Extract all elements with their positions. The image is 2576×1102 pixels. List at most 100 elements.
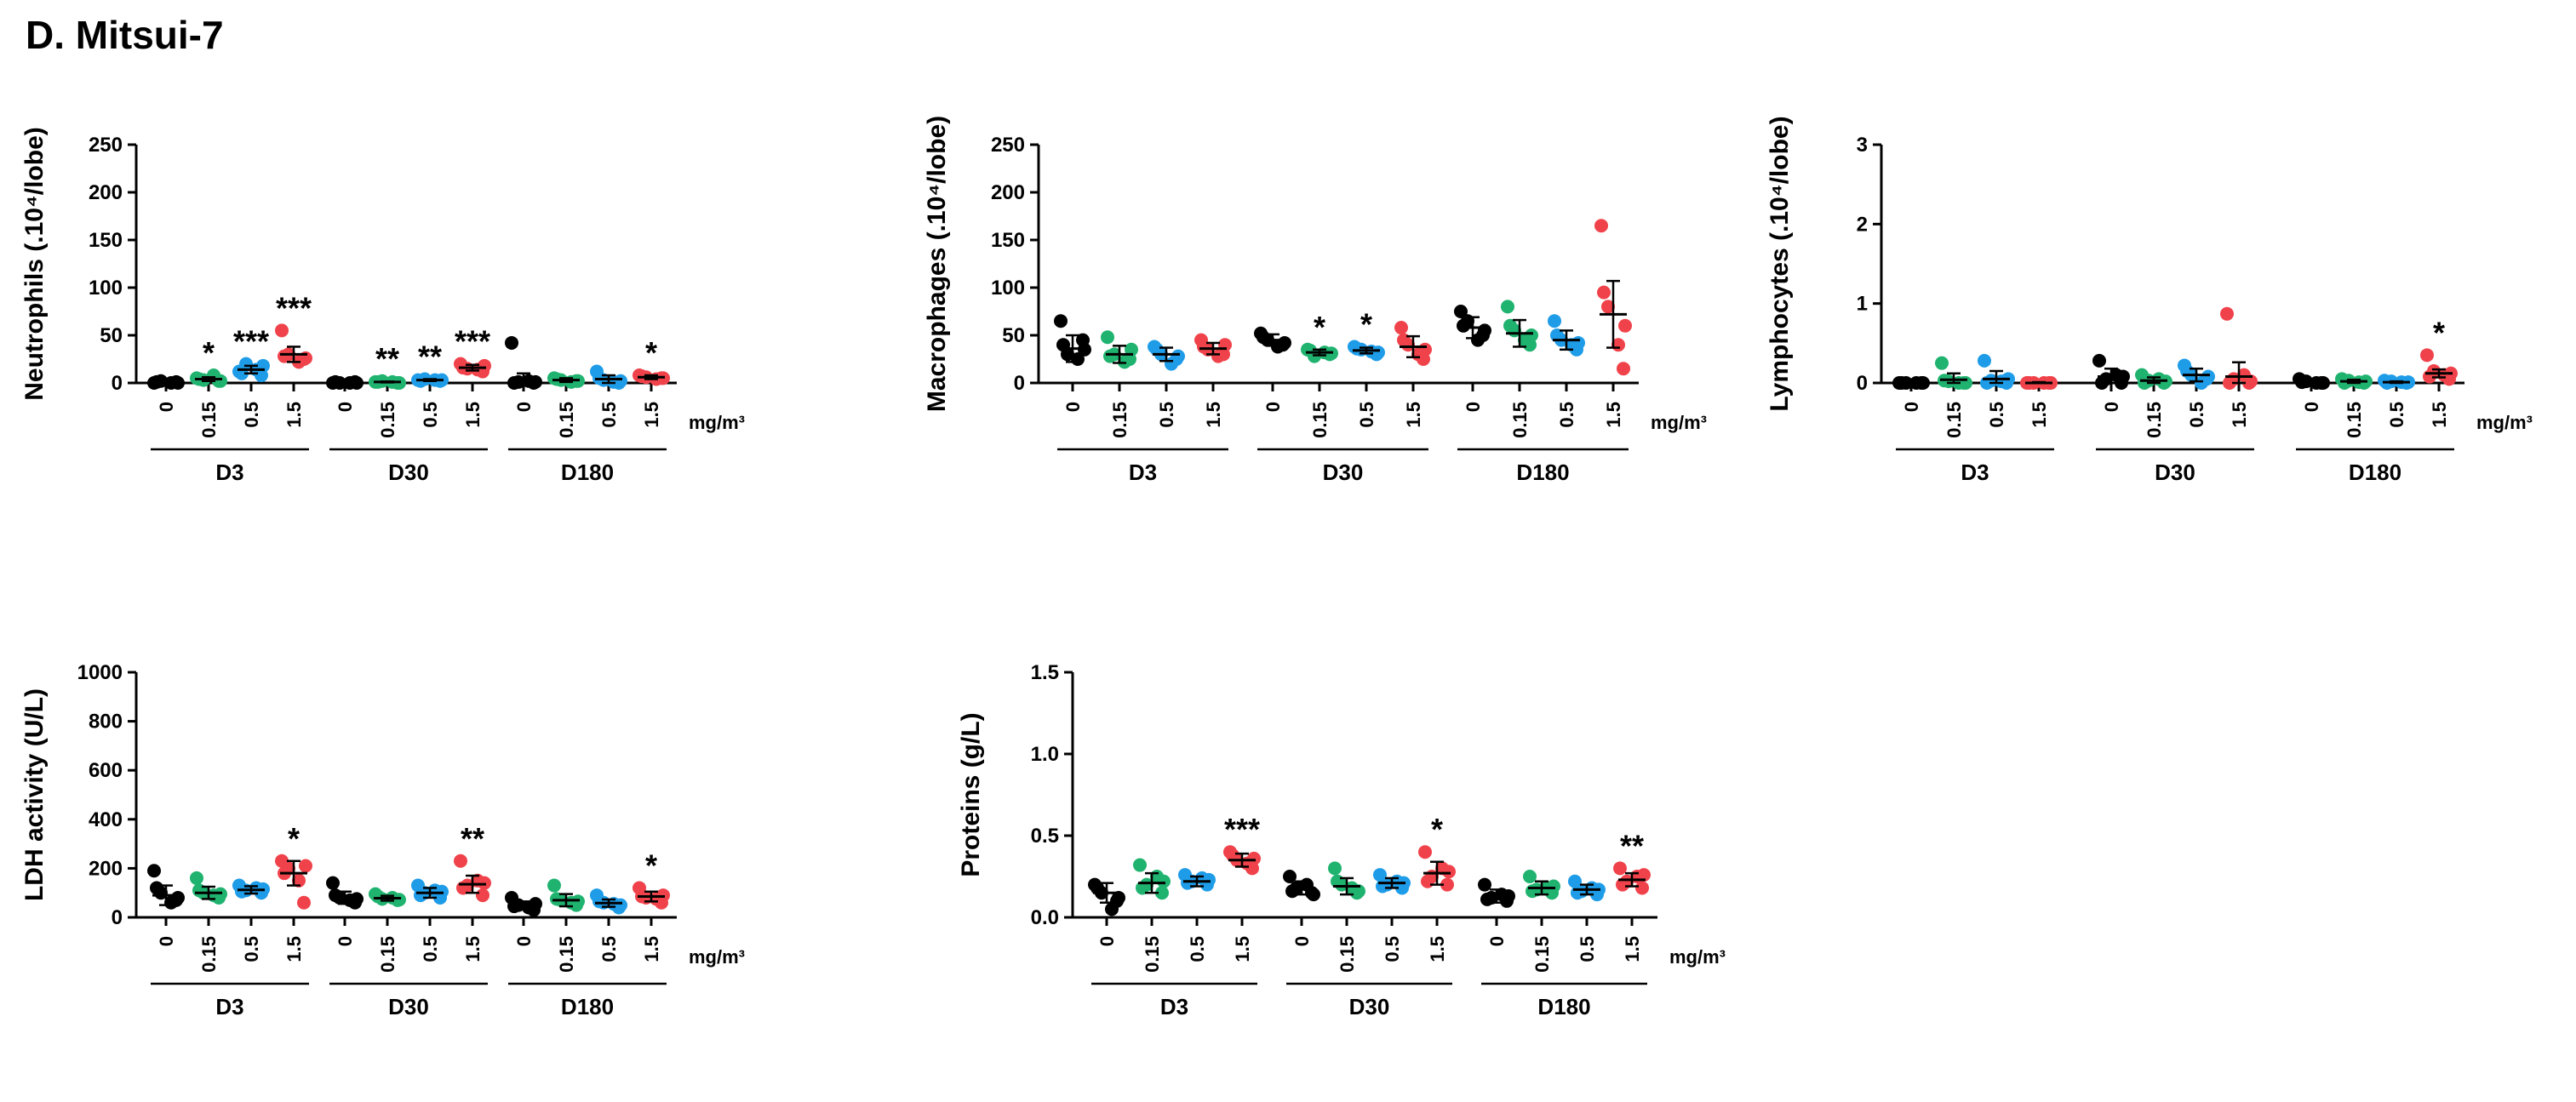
dose-label: 0.5 (2186, 402, 2207, 428)
group-label: D30 (388, 994, 429, 1019)
data-point (1637, 868, 1651, 882)
data-point (1155, 886, 1169, 900)
data-point (1303, 343, 1317, 357)
data-point (1597, 285, 1611, 300)
significance-marker: ** (461, 821, 484, 856)
data-point (414, 888, 427, 903)
data-point (326, 876, 340, 890)
dose-label: 0.5 (420, 402, 441, 428)
data-point (1547, 879, 1560, 894)
y-tick-label: 0 (1857, 372, 1868, 395)
unit-label: mg/m³ (689, 412, 745, 433)
data-point (147, 864, 161, 878)
data-point (1421, 874, 1434, 888)
significance-marker: *** (455, 324, 490, 359)
data-point (1133, 858, 1147, 872)
significance-marker: * (203, 335, 215, 370)
data-point (2095, 376, 2109, 390)
y-tick-label: 800 (89, 711, 123, 734)
dose-label: 1.5 (1203, 402, 1224, 428)
dose-label: 0 (1901, 402, 1922, 412)
group-label: D3 (1160, 994, 1188, 1019)
unit-label: mg/m³ (689, 946, 745, 968)
data-point (2244, 374, 2258, 389)
data-point (1454, 305, 1468, 318)
data-point (1548, 314, 1561, 328)
significance-marker: * (2433, 315, 2445, 350)
data-point (1257, 330, 1270, 345)
dose-label: 0 (156, 936, 177, 946)
data-point (1105, 902, 1119, 916)
dose-label: 1.5 (1232, 936, 1253, 962)
y-tick-label: 200 (89, 181, 123, 204)
data-point (547, 878, 561, 893)
dose-label: 1.5 (462, 402, 484, 428)
data-point (1526, 884, 1539, 899)
dose-label: 0 (335, 402, 356, 412)
dose-label: 0.15 (556, 402, 577, 438)
significance-marker: * (1431, 812, 1443, 847)
y-axis-label: Macrophages (.10⁴/lobe) (923, 116, 951, 412)
y-tick-label: 100 (89, 277, 123, 300)
data-point (329, 888, 342, 903)
data-point (190, 871, 203, 885)
data-point (1601, 300, 1615, 314)
data-point (299, 859, 312, 873)
data-point (2201, 369, 2215, 384)
data-point (1418, 845, 1432, 859)
data-point (1617, 362, 1630, 376)
data-point (1285, 884, 1299, 899)
dose-label: 0 (2301, 402, 2322, 412)
dose-label: 0 (1062, 402, 1084, 412)
dose-label: 1.5 (283, 936, 305, 962)
data-point (1618, 318, 1632, 333)
group-label: D3 (1129, 460, 1157, 485)
dose-label: 1.5 (641, 936, 662, 962)
data-point (1501, 300, 1514, 314)
data-point (1247, 851, 1261, 865)
dose-label: 0.15 (2344, 402, 2365, 438)
significance-marker: * (645, 848, 657, 882)
dose-label: 1.5 (1427, 936, 1448, 962)
y-tick-label: 600 (89, 759, 123, 782)
dose-label: 0.5 (1382, 936, 1403, 962)
data-point (478, 358, 491, 373)
dose-label: 0.15 (1142, 936, 1163, 973)
data-point (1471, 333, 1485, 347)
data-point (476, 888, 489, 903)
dose-label: 0.5 (1577, 936, 1598, 962)
y-tick-label: 400 (89, 808, 123, 831)
group-label: D180 (1537, 994, 1590, 1019)
dose-label: 0.15 (198, 936, 220, 973)
data-point (275, 323, 289, 338)
data-point (1635, 881, 1649, 895)
y-tick-label: 50 (1002, 324, 1025, 347)
y-tick-label: 150 (89, 229, 123, 252)
dose-label: 0 (2101, 402, 2122, 412)
y-tick-label: 200 (991, 181, 1025, 204)
data-point (2223, 376, 2236, 390)
dose-label: 0.15 (1531, 936, 1553, 973)
data-point (1157, 874, 1171, 888)
group-label: D180 (2349, 460, 2401, 485)
data-point (2092, 353, 2106, 368)
lymphocytes-chart: 0 1 2 3 Lymphocytes (.10⁴/lobe) 0 0.15 0.5 1.5 D3… (1766, 116, 2533, 485)
dose-label: 1.5 (462, 936, 484, 962)
data-point (297, 895, 311, 910)
data-point (1112, 890, 1125, 905)
data-point (1523, 870, 1537, 883)
dose-label: 0 (1262, 402, 1284, 412)
data-point (1211, 349, 1225, 363)
dose-label: 0 (1096, 936, 1118, 946)
dose-label: 0 (335, 936, 356, 946)
data-point (1352, 884, 1365, 899)
data-point (1478, 877, 1491, 892)
dose-label: 0.15 (377, 402, 398, 438)
data-point (1442, 865, 1456, 879)
dose-label: 0.15 (556, 936, 577, 973)
data-point (1125, 342, 1138, 357)
data-point (1503, 318, 1517, 333)
data-point (214, 374, 227, 388)
unit-label: mg/m³ (2476, 412, 2533, 433)
